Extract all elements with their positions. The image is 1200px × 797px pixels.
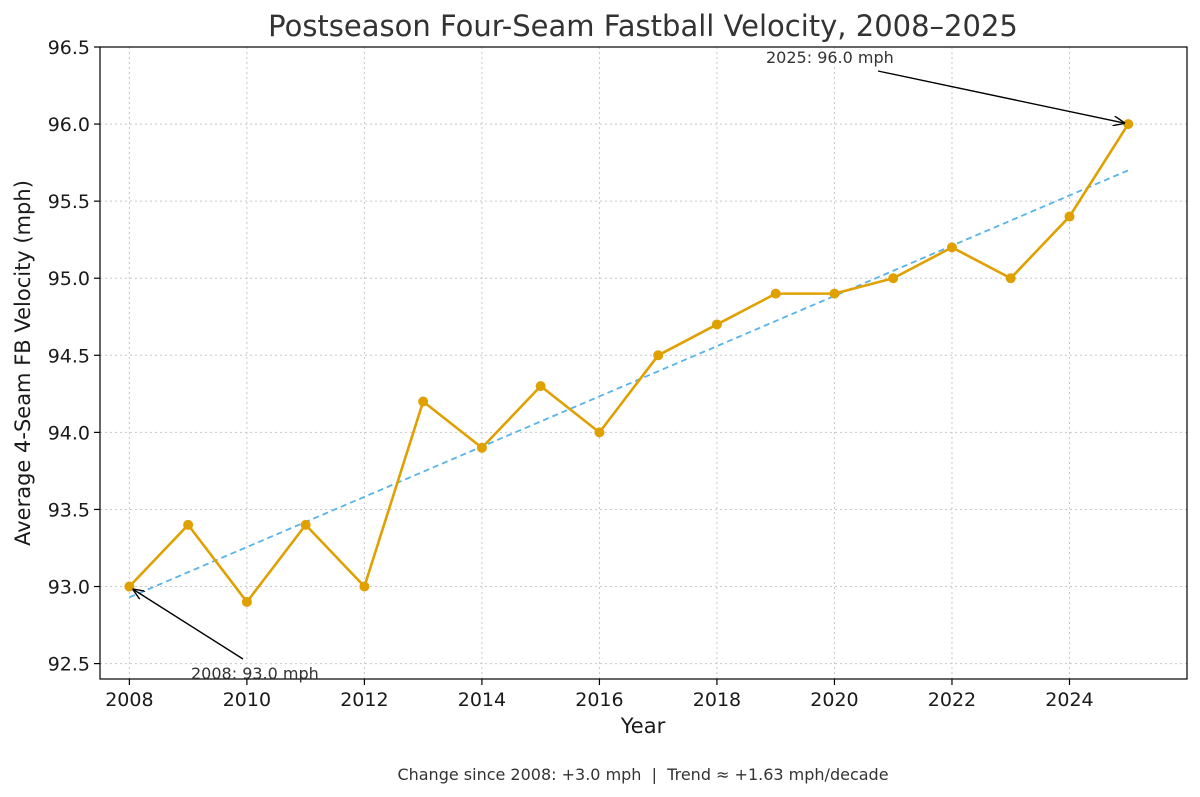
data-point [946, 242, 957, 253]
data-point [183, 519, 194, 530]
annotation-label-2008: 2008: 93.0 mph [191, 664, 319, 683]
data-point [888, 273, 899, 284]
x-tick-label: 2022 [928, 689, 976, 711]
data-point [594, 427, 605, 438]
y-tick-label: 93.0 [48, 577, 90, 599]
series-line [128, 123, 1130, 604]
data-point [1005, 273, 1016, 284]
data-point [653, 350, 664, 361]
x-tick-label: 2018 [693, 689, 741, 711]
y-tick-label: 96.5 [48, 37, 90, 59]
data-point [829, 288, 840, 299]
annotation-label-2025: 2025: 96.0 mph [766, 48, 894, 67]
plot-frame [99, 46, 1188, 680]
annotation-arrow-2025 [877, 70, 1124, 123]
data-point [1123, 119, 1134, 130]
y-tick-label: 92.5 [48, 654, 90, 676]
data-point [241, 596, 252, 607]
y-tick-label: 95.0 [48, 268, 90, 290]
grid [100, 46, 1187, 679]
data-point [476, 442, 487, 453]
annotations: 2008: 93.0 mph 2025: 96.0 mph [133, 48, 1124, 683]
x-tick-label: 2008 [105, 689, 153, 711]
trend-line [129, 169, 1129, 599]
data-point [770, 288, 781, 299]
data-point [359, 581, 370, 592]
y-axis-label: Average 4-Seam FB Velocity (mph) [11, 180, 35, 546]
data-point [535, 381, 546, 392]
data-point [418, 396, 429, 407]
data-point [1064, 211, 1075, 222]
x-tick-label: 2020 [810, 689, 858, 711]
y-tick-label: 93.5 [48, 499, 90, 521]
data-point [124, 581, 135, 592]
data-point [300, 519, 311, 530]
y-tick-label: 96.0 [48, 114, 90, 136]
chart-footer: Change since 2008: +3.0 mph | Trend ≈ +1… [397, 765, 888, 784]
x-tick-label: 2014 [458, 689, 506, 711]
x-tick-label: 2010 [223, 689, 271, 711]
x-tick-label: 2024 [1045, 689, 1093, 711]
x-tick-label: 2016 [575, 689, 623, 711]
y-tick-label: 94.0 [48, 422, 90, 444]
y-tick-label: 95.5 [48, 191, 90, 213]
x-tick-label: 2012 [340, 689, 388, 711]
chart-title: Postseason Four-Seam Fastball Velocity, … [268, 9, 1018, 43]
annotation-arrow-2008 [133, 590, 244, 660]
trend-layer [129, 169, 1129, 599]
tick-labels: 2008 2010 2012 2014 2016 2018 2020 2022 2024 92.5… [48, 37, 1094, 711]
data-point [711, 319, 722, 330]
series-layer [124, 119, 1134, 607]
x-axis-label: Year [620, 714, 666, 738]
y-tick-label: 94.5 [48, 345, 90, 367]
axes [94, 46, 1188, 685]
